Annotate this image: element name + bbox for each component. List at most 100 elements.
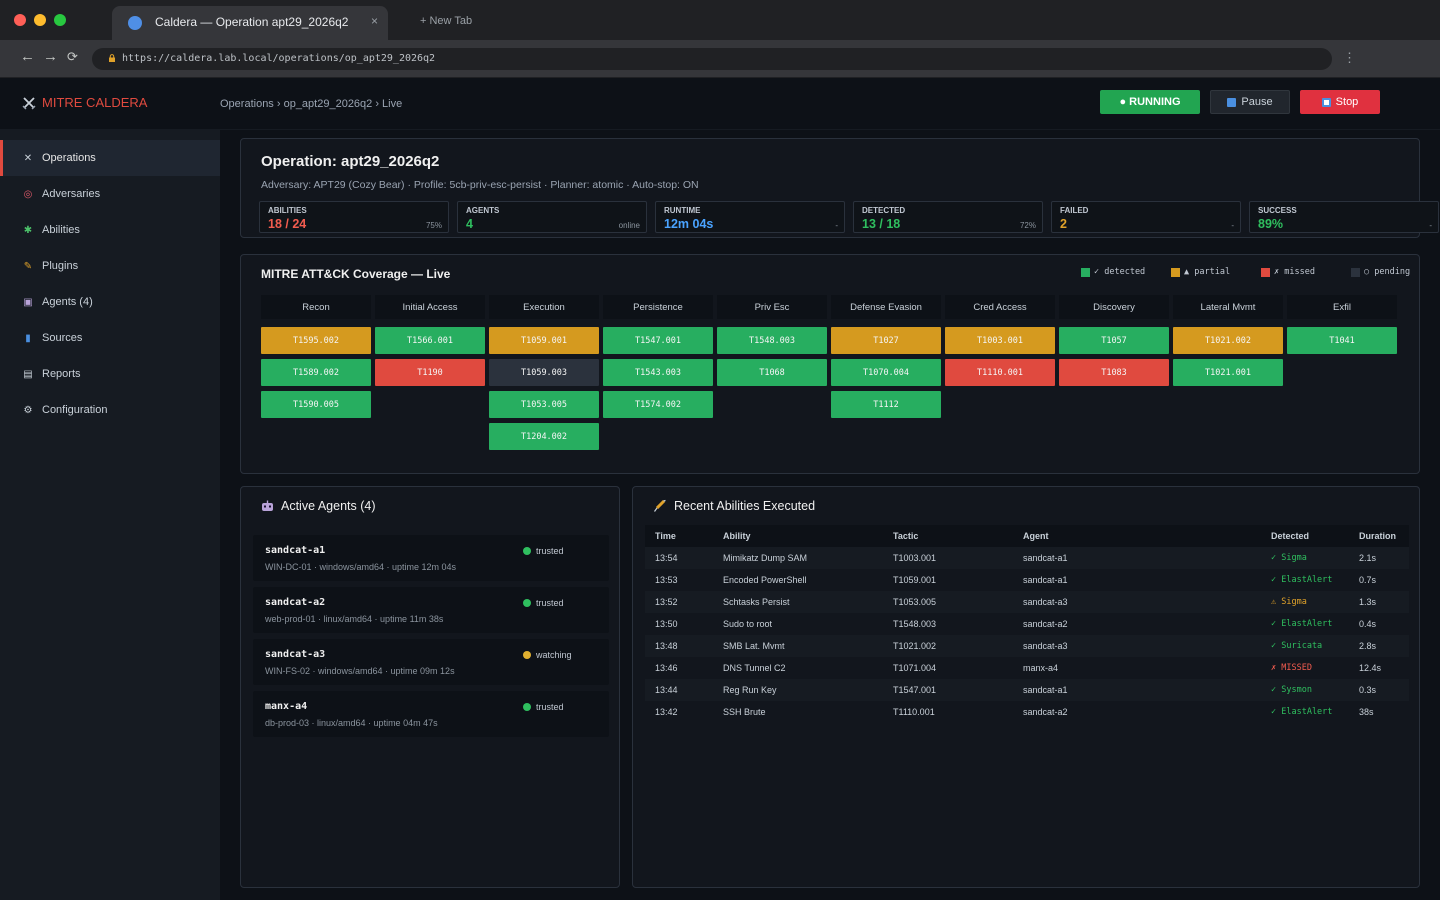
technique-cell[interactable]: T1021.002: [1173, 327, 1283, 354]
table-row[interactable]: 13:50 Sudo to root T1548.003 sandcat-a2 ✓ El…: [645, 613, 1409, 635]
stat-value: 12m 04s: [664, 217, 714, 231]
stop-button[interactable]: Stop: [1300, 90, 1380, 114]
sidebar-item-abilities[interactable]: ✱ Abilities: [0, 212, 220, 248]
table-row[interactable]: 13:46 DNS Tunnel C2 T1071.004 manx-a4 ✗ MISS…: [645, 657, 1409, 679]
table-row[interactable]: 13:44 Reg Run Key T1547.001 sandcat-a1 ✓ Sys…: [645, 679, 1409, 701]
app-logo[interactable]: MITRE CALDERA: [22, 95, 147, 110]
address-bar[interactable]: https://caldera.lab.local/operations/op_…: [92, 48, 1332, 70]
table-row[interactable]: 13:52 Schtasks Persist T1053.005 sandcat-a3…: [645, 591, 1409, 613]
browser-menu-icon[interactable]: ⋮: [1343, 50, 1356, 65]
technique-cell[interactable]: T1021.001: [1173, 359, 1283, 386]
sidebar-item-plugins[interactable]: ✎ Plugins: [0, 248, 220, 284]
stat-label: SUCCESS: [1258, 206, 1297, 215]
technique-cell[interactable]: T1110.001: [945, 359, 1055, 386]
sidebar-item-agents[interactable]: ▣ Agents (4): [0, 284, 220, 320]
technique-cell[interactable]: T1547.001: [603, 327, 713, 354]
technique-cell[interactable]: T1068: [717, 359, 827, 386]
back-arrow-icon[interactable]: ←: [20, 48, 35, 65]
running-label: ● RUNNING: [1119, 96, 1181, 108]
window-maximize-button[interactable]: [54, 14, 66, 26]
stat-value: 18 / 24: [268, 217, 307, 231]
legend-swatch: [1261, 267, 1270, 277]
cell-duration: 0.3s: [1359, 685, 1377, 695]
table-row[interactable]: 13:48 SMB Lat. Mvmt T1021.002 sandcat-a3 ✓ S…: [645, 635, 1409, 657]
agent-meta: web-prod-01 · linux/amd64 · uptime 11m 3…: [265, 614, 444, 624]
table-row[interactable]: 13:54 Mimikatz Dump SAM T1003.001 sandcat-a…: [645, 547, 1409, 569]
cell-agent: manx-a4: [1023, 663, 1059, 673]
sidebar-item-sources[interactable]: ▮ Sources: [0, 320, 220, 356]
technique-cell[interactable]: T1548.003: [717, 327, 827, 354]
window-minimize-button[interactable]: [34, 14, 46, 26]
cell-detected: ✓ ElastAlert: [1271, 619, 1333, 629]
cell-detected: ✗ MISSED: [1271, 663, 1312, 673]
technique-cell[interactable]: T1574.002: [603, 391, 713, 418]
legend-label: ✗ missed: [1274, 267, 1315, 277]
pause-label: Pause: [1241, 96, 1273, 108]
cell-agent: sandcat-a3: [1023, 597, 1068, 607]
operation-summary-panel: Operation: apt29_2026q2 Adversary: APT29…: [240, 138, 1439, 238]
running-status-button[interactable]: ● RUNNING: [1100, 90, 1200, 114]
technique-cell[interactable]: T1053.005: [489, 391, 599, 418]
technique-cell[interactable]: T1041: [1287, 327, 1397, 354]
stat-label: FAILED: [1060, 206, 1089, 215]
stat-card-abilities: ABILITIES 18 / 24 75%: [259, 201, 449, 233]
agent-card[interactable]: manx-a4 db-prod-03 · linux/amd64 · uptime…: [253, 691, 609, 737]
technique-cell[interactable]: T1112: [831, 391, 941, 418]
cell-tactic: T1547.001: [893, 685, 937, 695]
sidebar-item-configuration[interactable]: ⚙ Configuration: [0, 392, 220, 428]
technique-cell[interactable]: T1589.002: [261, 359, 371, 386]
sidebar-item-reports[interactable]: ▤ Reports: [0, 356, 220, 392]
plug-icon: ✎: [23, 260, 33, 272]
technique-cell[interactable]: T1059.003: [489, 359, 599, 386]
technique-cell[interactable]: T1003.001: [945, 327, 1055, 354]
browser-tab-active[interactable]: Caldera — Operation apt29_2026q2 ×: [112, 6, 388, 40]
cell-time: 13:42: [655, 707, 678, 717]
table-row[interactable]: 13:42 SSH Brute T1110.001 sandcat-a2 ✓ Elast…: [645, 701, 1409, 723]
technique-cell[interactable]: T1543.003: [603, 359, 713, 386]
table-row[interactable]: 13:53 Encoded PowerShell T1059.001 sandcat-…: [645, 569, 1409, 591]
sidebar-item-operations[interactable]: ✕ Operations: [0, 140, 220, 176]
attack-coverage-panel: MITRE ATT&CK Coverage — Live ✓ detected ▲…: [240, 254, 1420, 474]
cell-detected: ✓ Sigma: [1271, 553, 1307, 563]
cell-agent: sandcat-a1: [1023, 685, 1068, 695]
tactic-header: Initial Access: [375, 295, 485, 319]
agent-name: manx-a4: [265, 701, 308, 712]
agent-name: sandcat-a1: [265, 545, 326, 556]
stat-sub: -: [835, 221, 838, 230]
sidebar-item-adversaries[interactable]: ◎ Adversaries: [0, 176, 220, 212]
cell-ability: SSH Brute: [723, 707, 766, 717]
robot-icon: [262, 500, 273, 511]
agent-card[interactable]: sandcat-a3 WIN-FS-02 · windows/amd64 · up…: [253, 639, 609, 685]
technique-cell[interactable]: T1057: [1059, 327, 1169, 354]
window-close-button[interactable]: [14, 14, 26, 26]
tab-close-icon[interactable]: ×: [370, 14, 378, 28]
cell-ability: Mimikatz Dump SAM: [723, 553, 808, 563]
new-tab-button[interactable]: + New Tab: [420, 15, 473, 27]
technique-cell[interactable]: T1590.005: [261, 391, 371, 418]
technique-cell[interactable]: T1059.001: [489, 327, 599, 354]
technique-cell[interactable]: T1027: [831, 327, 941, 354]
tactic-header: Persistence: [603, 295, 713, 319]
technique-cell[interactable]: T1566.001: [375, 327, 485, 354]
technique-cell[interactable]: T1083: [1059, 359, 1169, 386]
cell-time: 13:50: [655, 619, 678, 629]
legend-label: ○ pending: [1364, 267, 1411, 277]
cell-time: 13:54: [655, 553, 678, 563]
sidebar-item-label: Adversaries: [42, 188, 101, 200]
technique-cell[interactable]: T1595.002: [261, 327, 371, 354]
technique-cell[interactable]: T1070.004: [831, 359, 941, 386]
technique-cell[interactable]: T1190: [375, 359, 485, 386]
forward-arrow-icon[interactable]: →: [43, 48, 58, 65]
tactic-header: Execution: [489, 295, 599, 319]
agent-card[interactable]: sandcat-a1 WIN-DC-01 · windows/amd64 · up…: [253, 535, 609, 581]
technique-cell[interactable]: T1204.002: [489, 423, 599, 450]
agent-status: watching: [523, 650, 572, 660]
sidebar-item-label: Abilities: [42, 224, 80, 236]
pause-button[interactable]: Pause: [1210, 90, 1290, 114]
browser-tab-strip: Caldera — Operation apt29_2026q2 × + New…: [0, 0, 1440, 40]
cell-agent: sandcat-a3: [1023, 641, 1068, 651]
cell-ability: Sudo to root: [723, 619, 773, 629]
target-icon: ◎: [23, 188, 33, 200]
agent-card[interactable]: sandcat-a2 web-prod-01 · linux/amd64 · up…: [253, 587, 609, 633]
reload-icon[interactable]: ⟳: [67, 49, 78, 64]
